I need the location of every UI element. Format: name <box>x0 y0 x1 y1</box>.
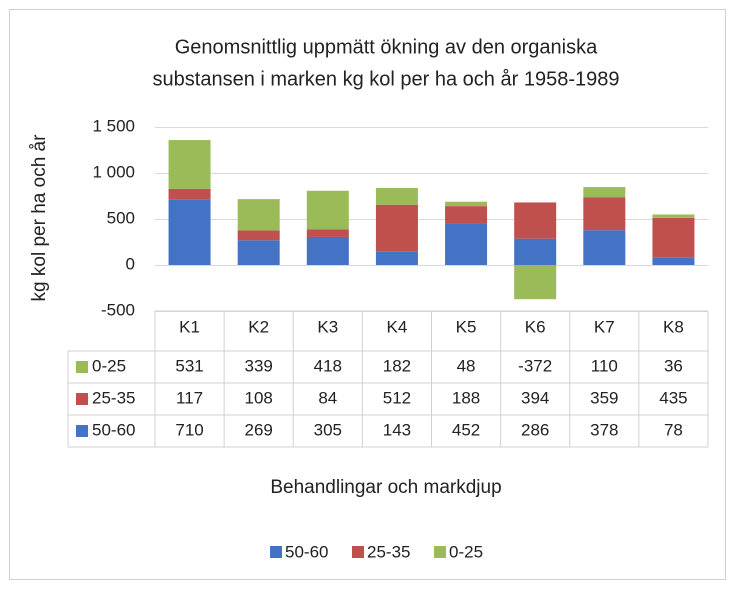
bar <box>168 199 211 265</box>
x-tick-label: K4 <box>387 317 408 336</box>
bar <box>652 214 695 218</box>
y-tick-label: -500 <box>101 300 135 319</box>
bar <box>306 190 349 230</box>
legend-key <box>270 546 282 558</box>
chart-title: substansen i marken kg kol per ha och år… <box>153 68 620 90</box>
bar <box>375 251 418 265</box>
x-tick-label: K5 <box>456 317 477 336</box>
x-tick-label: K7 <box>594 317 615 336</box>
table-cell: 394 <box>521 388 549 407</box>
bar <box>445 223 488 265</box>
bar <box>445 201 488 207</box>
chart-title: Genomsnittlig uppmätt ökning av den orga… <box>175 36 598 58</box>
bar <box>583 230 626 265</box>
legend-label: 50-60 <box>285 542 328 561</box>
legend-label: 25-35 <box>367 542 410 561</box>
x-tick-label: K8 <box>663 317 684 336</box>
x-tick-label: K6 <box>525 317 546 336</box>
table-cell: 182 <box>383 356 411 375</box>
bar <box>168 140 211 189</box>
table-cell: 359 <box>590 388 618 407</box>
legend-key <box>434 546 446 558</box>
table-cell: 531 <box>175 356 203 375</box>
x-tick-label: K3 <box>317 317 338 336</box>
table-cell: 48 <box>457 356 476 375</box>
table-legend-key <box>76 361 88 373</box>
table-cell: 339 <box>245 356 273 375</box>
table-legend-key <box>76 393 88 405</box>
table-cell: 305 <box>314 420 342 439</box>
bar <box>375 187 418 205</box>
legend-key <box>352 546 364 558</box>
table-cell: 108 <box>245 388 273 407</box>
table-cell: 512 <box>383 388 411 407</box>
bar <box>583 187 626 198</box>
bar <box>237 240 280 265</box>
x-axis-title: Behandlingar och markdjup <box>270 477 501 498</box>
table-cell: 269 <box>245 420 273 439</box>
x-tick-label: K1 <box>179 317 200 336</box>
bar <box>306 236 349 265</box>
table-cell: 143 <box>383 420 411 439</box>
bar <box>237 199 280 231</box>
table-cell: 36 <box>664 356 683 375</box>
bar <box>168 188 211 200</box>
x-tick-label: K2 <box>248 317 269 336</box>
table-cell: -372 <box>518 356 552 375</box>
bar <box>583 197 626 231</box>
table-cell: 710 <box>175 420 203 439</box>
bar <box>375 204 418 252</box>
table-cell: 110 <box>591 356 618 375</box>
bar <box>445 206 488 224</box>
table-cell: 188 <box>452 388 480 407</box>
table-cell: 452 <box>452 420 480 439</box>
bar <box>652 217 695 258</box>
bar <box>514 202 557 239</box>
bar <box>306 229 349 237</box>
table-row-label: 50-60 <box>92 420 135 439</box>
table-cell: 418 <box>314 356 342 375</box>
bar <box>514 238 557 265</box>
table-cell: 78 <box>664 420 683 439</box>
table-cell: 378 <box>590 420 618 439</box>
table-cell: 117 <box>176 388 203 407</box>
table-cell: 84 <box>318 388 337 407</box>
table-cell: 435 <box>659 388 687 407</box>
bar <box>652 257 695 265</box>
y-tick-label: 1 000 <box>92 162 135 181</box>
y-tick-label: 1 500 <box>92 116 135 135</box>
legend-label: 0-25 <box>449 542 483 561</box>
table-legend-key <box>76 425 88 437</box>
table-cell: 286 <box>521 420 549 439</box>
y-axis-title: kg kol per ha och år <box>29 134 50 302</box>
y-tick-label: 0 <box>126 254 135 273</box>
y-tick-label: 500 <box>107 208 135 227</box>
table-row-label: 0-25 <box>92 356 126 375</box>
bar <box>514 265 557 300</box>
chart-border <box>9 9 726 580</box>
bar <box>237 230 280 241</box>
table-row-label: 25-35 <box>92 388 135 407</box>
